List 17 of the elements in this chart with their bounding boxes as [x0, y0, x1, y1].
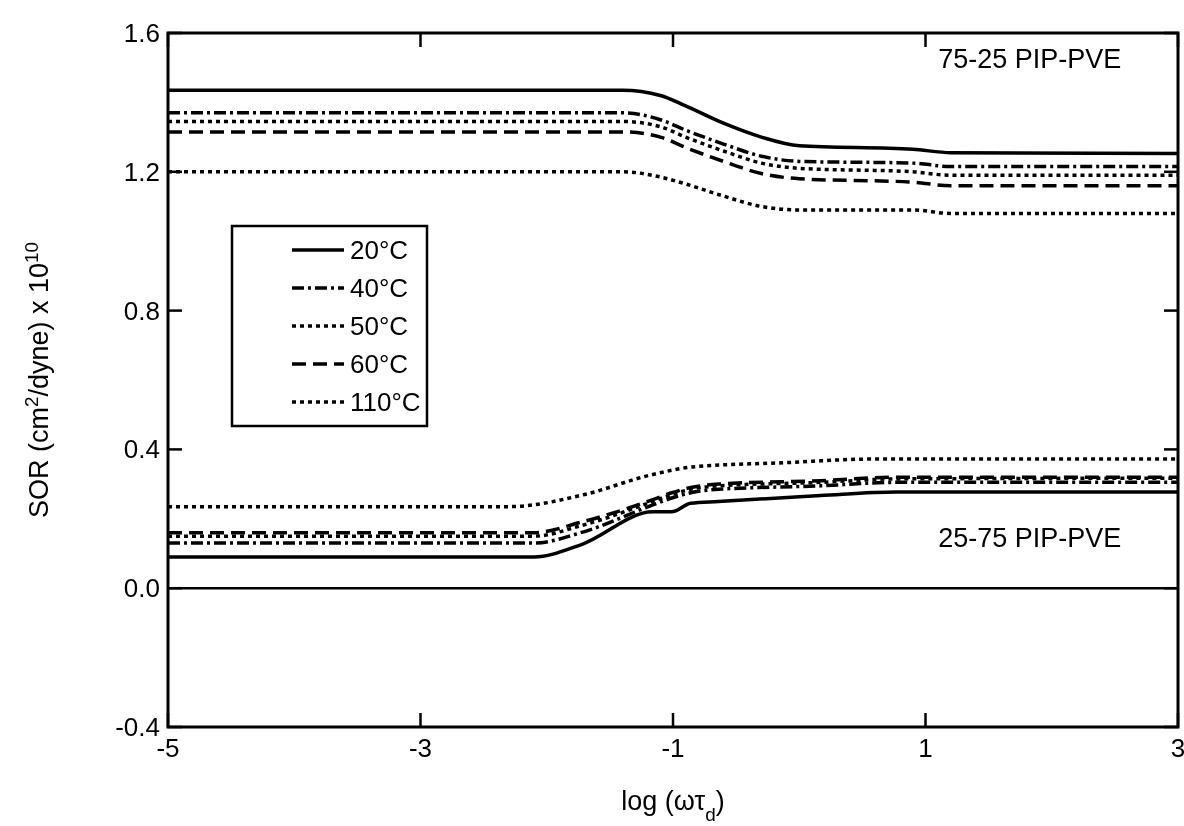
annotation: 75-25 PIP-PVE: [938, 43, 1122, 74]
legend-label: 60°C: [350, 349, 409, 379]
x-tick-label: 3: [1170, 733, 1184, 763]
y-tick-label: 0.4: [123, 434, 160, 465]
y-tick-label: 1.6: [123, 18, 160, 48]
y-tick-label: 0.0: [123, 573, 160, 604]
legend-label: 110°C: [350, 387, 421, 417]
y-tick-label: 1.2: [123, 156, 160, 187]
annotation: 25-75 PIP-PVE: [938, 522, 1122, 553]
legend-label: 20°C: [350, 235, 409, 265]
legend-label: 40°C: [350, 273, 409, 303]
legend-label: 50°C: [350, 311, 409, 341]
x-axis-title: log (ωτ$_{d}$): [621, 786, 725, 825]
x-tick-label: -3: [408, 733, 433, 763]
y-tick-label: 0.8: [123, 295, 160, 326]
x-tick-label: 1: [918, 733, 933, 763]
x-tick-label: -1: [661, 733, 685, 763]
